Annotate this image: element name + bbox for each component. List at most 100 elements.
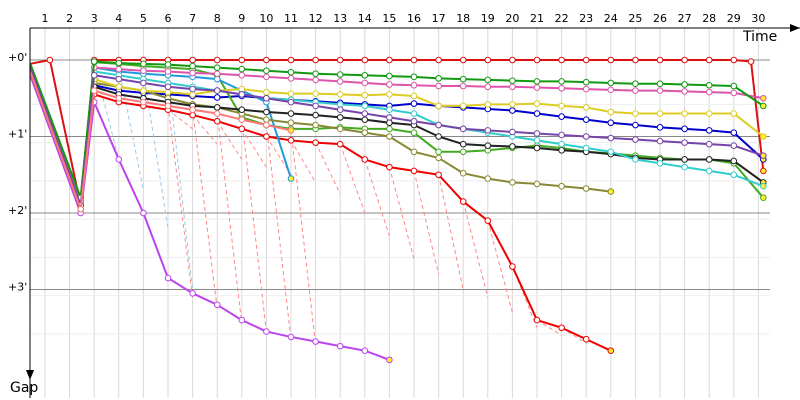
data-point [189, 91, 196, 98]
x-tick-label: 19 [481, 12, 495, 25]
data-point [213, 64, 221, 71]
data-point [632, 136, 639, 143]
data-point [263, 67, 270, 75]
series-0 [30, 56, 767, 209]
data-point [607, 148, 615, 156]
connector-line [364, 159, 390, 237]
data-point [558, 78, 565, 85]
data-point [263, 116, 270, 123]
connector-line [487, 220, 513, 313]
data-point [164, 102, 172, 110]
data-point [263, 56, 270, 64]
x-tick-label: 27 [678, 12, 692, 25]
series-line [29, 71, 764, 207]
data-point [558, 324, 565, 332]
connector-line [388, 166, 415, 260]
data-point [582, 116, 590, 123]
data-point [410, 100, 418, 107]
data-point [287, 56, 295, 64]
series-line [29, 67, 764, 207]
series-10 [29, 64, 767, 205]
data-point [558, 85, 565, 92]
data-point [459, 102, 467, 110]
connector-line [339, 143, 366, 214]
x-tick-label: 8 [214, 12, 221, 25]
connector-line [265, 124, 292, 340]
data-point [582, 104, 590, 111]
data-point [582, 144, 590, 152]
data-point [533, 110, 541, 117]
x-tick-label: 12 [309, 12, 323, 25]
data-point [632, 110, 639, 117]
data-point [656, 80, 664, 88]
x-tick-label: 14 [358, 12, 372, 25]
data-point [533, 100, 541, 107]
data-point [509, 77, 516, 84]
data-point [410, 117, 418, 125]
data-point [509, 263, 516, 270]
data-point [730, 110, 738, 117]
data-point [705, 56, 713, 64]
data-point [509, 83, 516, 91]
data-point [484, 127, 492, 134]
data-point [410, 110, 418, 117]
data-point [509, 56, 516, 64]
data-point [238, 106, 246, 114]
series-1 [29, 67, 767, 205]
connector-line [561, 327, 587, 344]
y-tick-label: +0' [8, 51, 27, 64]
data-point [386, 356, 393, 364]
x-tick-label: 7 [189, 12, 196, 25]
data-point [140, 79, 147, 87]
data-point [213, 56, 221, 64]
data-point [435, 171, 442, 179]
x-tick-label: 17 [432, 12, 446, 25]
data-point [336, 125, 344, 133]
data-point [582, 85, 590, 93]
connector-line [216, 113, 243, 324]
data-point [459, 169, 467, 177]
data-point [705, 81, 713, 89]
data-point [533, 78, 541, 85]
data-point [189, 106, 196, 114]
data-point [435, 56, 442, 64]
data-point [730, 142, 738, 149]
x-tick-label: 10 [259, 12, 273, 25]
data-point [386, 125, 393, 133]
data-point [140, 67, 147, 75]
series-7 [29, 71, 767, 209]
x-tick-label: 24 [604, 12, 618, 25]
data-point [213, 87, 221, 94]
data-point [558, 113, 565, 120]
data-point [435, 148, 442, 156]
data-point [164, 61, 172, 68]
data-point [760, 94, 767, 102]
data-point [607, 56, 615, 64]
data-point [213, 104, 221, 111]
data-point [607, 119, 615, 127]
y-tick-labels: +0' +1' +2' +3' [8, 51, 27, 294]
data-point [336, 342, 344, 350]
data-point [263, 94, 270, 102]
series-line [29, 60, 764, 199]
connector-line [192, 109, 218, 309]
data-point [558, 131, 565, 139]
y-axis-title: Gap [10, 380, 38, 396]
data-point [361, 79, 369, 87]
data-point [312, 111, 319, 119]
connector-line [167, 109, 193, 130]
connector-line [192, 114, 218, 145]
data-point [730, 171, 738, 179]
data-point [730, 89, 738, 97]
connector-line [142, 71, 169, 229]
x-tick-label: 18 [456, 12, 470, 25]
connector-line [167, 105, 194, 298]
connector-line [462, 201, 489, 298]
data-point [607, 79, 615, 87]
data-point [115, 75, 123, 83]
data-point [607, 134, 615, 142]
data-point [632, 87, 639, 94]
x-tick-label: 4 [115, 12, 122, 25]
data-point [189, 290, 196, 297]
data-point [361, 91, 369, 99]
